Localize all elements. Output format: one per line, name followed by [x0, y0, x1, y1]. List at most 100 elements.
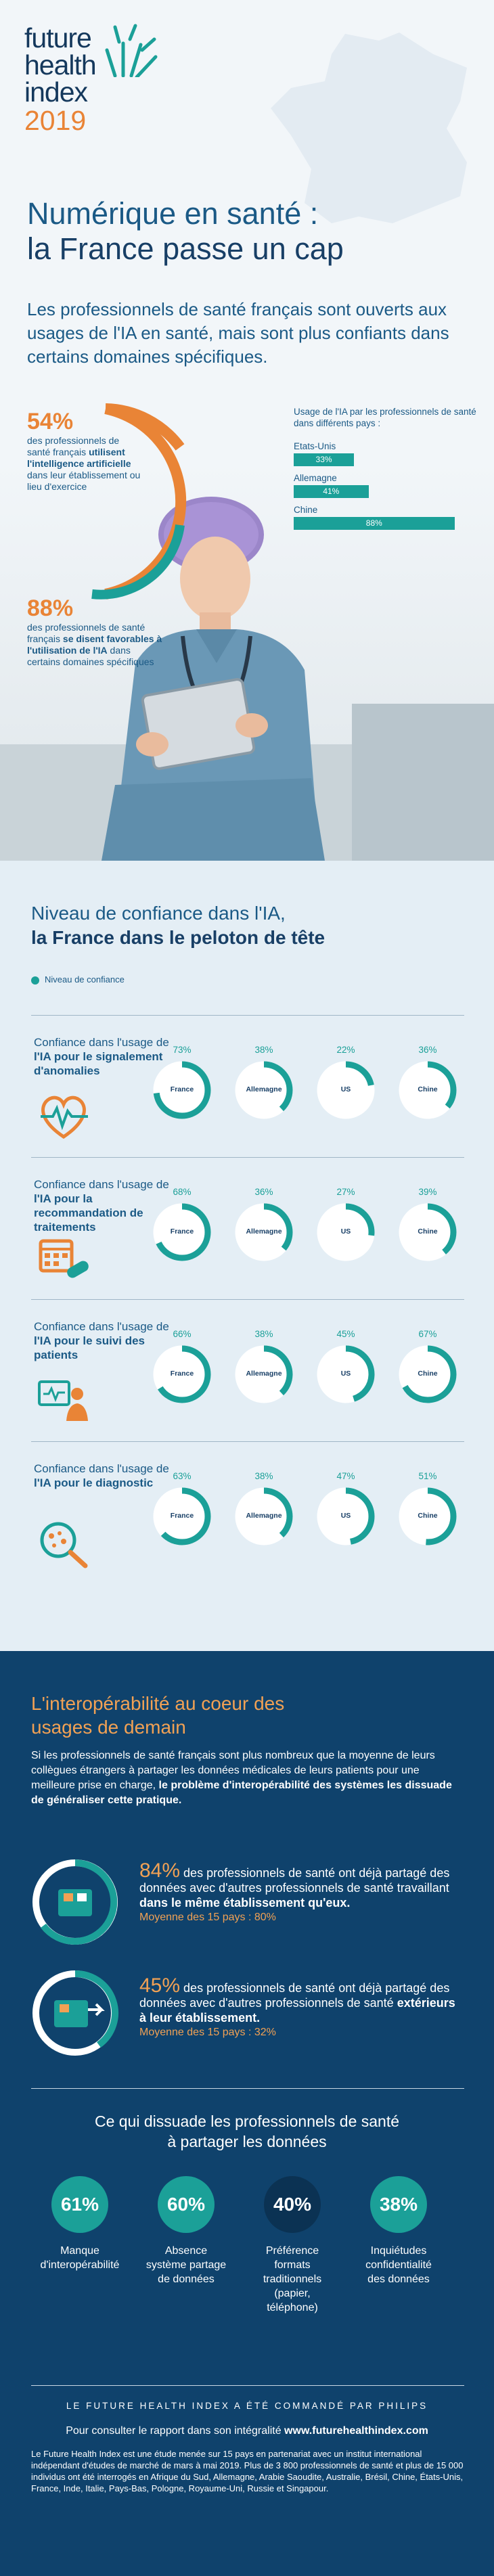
dissuade-label-2: Préférence formats traditionnels (papier… [263, 2245, 322, 2313]
confidence-pct-allemagne: 38% [254, 1329, 273, 1339]
stat-84-average: Moyenne des 15 pays : 80% [139, 1912, 276, 1923]
ring-value-arc [317, 1061, 375, 1119]
ring-value-arc [235, 1487, 293, 1545]
ring-country-label: Allemagne [246, 1512, 282, 1520]
logo-line-future: future [24, 22, 92, 53]
confidence-legend: Niveau de confiance [31, 974, 125, 985]
confidence-group-title-1: Confiance dans l'usage de l'IA pour la r… [34, 1177, 169, 1234]
ring-center [160, 1068, 204, 1112]
page-title: Numérique en santé : la France passe un … [27, 196, 474, 267]
stat-84-value: 84% [139, 1859, 181, 1882]
dissuade-label-1: Absence système partage de données [145, 2245, 227, 2285]
dissuade-circle-0: 61% [51, 2176, 108, 2233]
stat-88-value: 88% [27, 595, 74, 621]
stat-88-bold: se disent favorables à l'utilisation de … [27, 633, 162, 656]
ring-country-label: France [170, 1512, 194, 1520]
interop-title-line1: L'interopérabilité au coeur des [31, 1693, 285, 1714]
ring-country-label: Allemagne [246, 1085, 282, 1093]
ring-center [405, 1494, 450, 1539]
stat-54-block: 54% des professionnels de santé français… [27, 409, 142, 493]
headline-line1: Numérique en santé : [27, 196, 319, 231]
interop-body-bold: le problème d'interopérabilité des systè… [31, 1780, 452, 1806]
confidence-pct-france: 68% [173, 1187, 192, 1197]
study-footnote: Le Future Health Index est une étude men… [31, 2449, 464, 2493]
ring-country-label: Allemagne [246, 1370, 282, 1378]
stat-45-value: 45% [139, 1974, 181, 1997]
confidence-pct-us: 22% [336, 1045, 355, 1055]
dissuade-title-line2: à partager les données [167, 2133, 327, 2150]
report-link-pre: Pour consulter le rapport dans son intég… [66, 2425, 285, 2437]
ring-center [323, 1494, 368, 1539]
group-title-bold: l'IA pour le diagnostic [34, 1476, 154, 1489]
ring-value-arc [399, 1061, 457, 1119]
confidence-pct-us: 47% [336, 1471, 355, 1481]
usage-bar-2: 88% [294, 517, 455, 530]
ring-value-arc [153, 1345, 211, 1403]
group-title-pre: Confiance dans l'usage de [34, 1178, 169, 1191]
stat-54-pre: des professionnels de santé français [27, 435, 120, 457]
ring-value-arc [235, 1345, 293, 1403]
report-link[interactable]: www.futurehealthindex.com [284, 2425, 428, 2437]
group-title-pre: Confiance dans l'usage de [34, 1320, 169, 1333]
confidence-ring-france [153, 1061, 211, 1119]
stat-88-text: des professionnels de santé français se … [27, 622, 162, 668]
ring-value-arc [317, 1345, 375, 1403]
stat-88-post: dans certains domaines spécifiques [27, 645, 154, 667]
confidence-ring-allemagne [235, 1487, 293, 1545]
stat-88-pre: des professionnels de santé français [27, 622, 145, 644]
usage-country-0: Etats-Unis [294, 441, 336, 451]
magnifier-diagnostic-icon [40, 1522, 88, 1568]
stat-54-arc [91, 403, 187, 600]
confidence-group-title-2: Confiance dans l'usage de l'IA pour le s… [34, 1319, 169, 1362]
confidence-ring-us [317, 1345, 375, 1403]
logo-rays-icon [105, 24, 158, 77]
group-title-pre: Confiance dans l'usage de [34, 1462, 169, 1475]
ring-value-arc [153, 1203, 211, 1261]
confidence-ring-chine [399, 1345, 457, 1403]
confidence-pct-france: 73% [173, 1045, 192, 1055]
dissuade-title: Ce qui dissuade les professionnels de sa… [0, 2111, 494, 2152]
ring-center [242, 1494, 286, 1539]
usage-bar-0: 33% [294, 453, 355, 466]
interop-title: L'interopérabilité au coeur des usages d… [31, 1692, 464, 1739]
confidence-pct-us: 27% [336, 1187, 355, 1197]
dissuade-label-0: Manque d'interopérabilité [40, 2245, 120, 2271]
confidence-ring-allemagne [235, 1061, 293, 1119]
ring-country-label: US [340, 1370, 351, 1378]
share-outside-icon [32, 1970, 119, 2056]
dissuade-title-line1: Ce qui dissuade les professionnels de sa… [94, 2112, 400, 2130]
nurse-with-tablet-photo [0, 460, 494, 861]
future-health-index-logo: future health index 2019 [24, 22, 173, 136]
ring-country-label: France [170, 1085, 194, 1093]
group-title-bold: l'IA pour le suivi des patients [34, 1334, 145, 1361]
confidence-pct-us: 45% [336, 1329, 355, 1339]
confidence-pct-chine: 51% [418, 1471, 437, 1481]
france-map-icon [271, 32, 467, 223]
report-link-line: Pour consulter le rapport dans son intég… [0, 2425, 494, 2437]
stat-54-text: des professionnels de santé français uti… [27, 435, 142, 493]
stat-54-post: dans leur établissement ou lieu d'exerci… [27, 470, 141, 492]
interop-body: Si les professionnels de santé français … [31, 1748, 464, 1808]
usage-bar-1: 41% [294, 485, 369, 498]
ring-country-label: Chine [418, 1227, 438, 1236]
ring-value-arc [317, 1487, 375, 1545]
usage-chart-title: Usage de l'IA par les professionnels de … [294, 407, 476, 428]
confidence-ring-allemagne [235, 1203, 293, 1261]
headline-line2: la France passe un cap [27, 231, 344, 266]
confidence-title-line2: la France dans le peloton de tête [31, 927, 325, 948]
confidence-pct-chine: 67% [418, 1329, 437, 1339]
ring-center [242, 1352, 286, 1397]
legend-label: Niveau de confiance [45, 974, 125, 985]
stat-54-bold: utilisent l'intelligence artificielle [27, 447, 131, 469]
ring-country-label: Chine [418, 1370, 438, 1378]
ring-center [323, 1210, 368, 1255]
ring-center [323, 1068, 368, 1112]
confidence-pct-france: 63% [173, 1471, 192, 1481]
confidence-ring-chine [399, 1487, 457, 1545]
ring-center [160, 1494, 204, 1539]
usage-rows: Etats-Unis 33% Allemagne 41% Chine 88% [294, 441, 476, 530]
ring-country-label: US [340, 1512, 351, 1520]
ring-country-label: US [340, 1085, 351, 1093]
logo-year: 2019 [24, 105, 87, 136]
ring-country-label: US [340, 1227, 351, 1236]
